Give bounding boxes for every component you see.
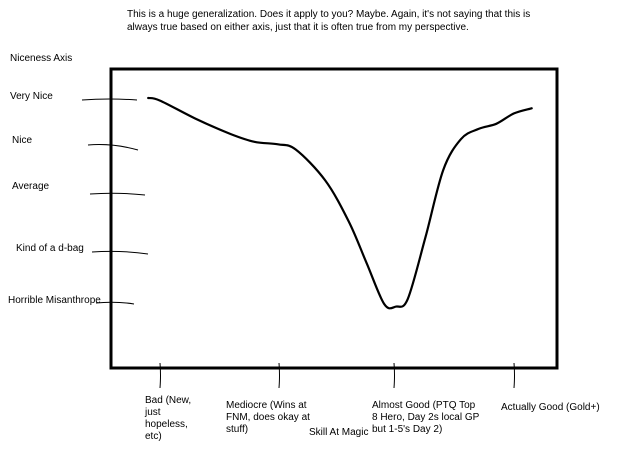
y-category-label: Horrible Misanthrope	[8, 295, 101, 306]
x-category-label-line: Bad (New,	[145, 395, 192, 406]
x-tick-mark	[513, 362, 515, 389]
plot-frame	[109, 67, 559, 370]
x-category-label: Bad (New, just hopeless, etc)	[145, 395, 191, 443]
author-note: This is a huge generalization. Does it a…	[127, 8, 587, 34]
author-note-line-1: This is a huge generalization. Does it a…	[127, 9, 531, 20]
y-category-label: Nice	[12, 135, 33, 146]
x-axis-title: Skill At Magic	[309, 427, 369, 438]
y-tick-mark	[89, 192, 146, 196]
x-category-label: Mediocre (Wins at FNM, does okay at stuff)	[226, 400, 310, 436]
x-category-label-line: Actually Good (Gold+)	[501, 402, 600, 413]
y-tick-mark	[87, 144, 139, 151]
x-tick-mark	[278, 362, 280, 389]
x-category-label-line: Mediocre (Wins at	[226, 400, 307, 411]
y-category-label: Average	[12, 181, 50, 192]
x-tick-mark	[393, 362, 395, 389]
x-category-label-line: but 1-5's Day 2)	[372, 424, 443, 435]
x-category-label-line: hopeless,	[145, 419, 188, 430]
y-tick-mark	[91, 250, 149, 255]
y-tick-marks	[81, 98, 149, 305]
x-tick-marks	[159, 362, 515, 389]
x-category-label-line: Almost Good (PTQ Top	[372, 400, 476, 411]
x-category-label-line: FNM, does okay at	[226, 412, 310, 423]
x-tick-mark	[159, 362, 161, 389]
x-category-label: Almost Good (PTQ Top 8 Hero, Day 2s local…	[372, 400, 479, 436]
author-note-line-2: always true based on either axis, just t…	[127, 22, 469, 33]
x-category-label-line: 8 Hero, Day 2s local GP	[372, 412, 480, 423]
x-category-label-line: etc)	[145, 431, 162, 442]
x-category-label-line: stuff)	[226, 424, 249, 435]
y-axis-title: Niceness Axis	[10, 53, 73, 64]
y-category-label: Kind of a d-bag	[16, 243, 84, 254]
series-line	[147, 96, 533, 310]
y-tick-mark	[95, 301, 135, 305]
x-category-label: Actually Good (Gold+)	[501, 402, 600, 414]
y-tick-mark	[81, 98, 138, 101]
y-category-label: Very Nice	[10, 91, 53, 102]
x-category-label-line: just	[145, 407, 161, 418]
